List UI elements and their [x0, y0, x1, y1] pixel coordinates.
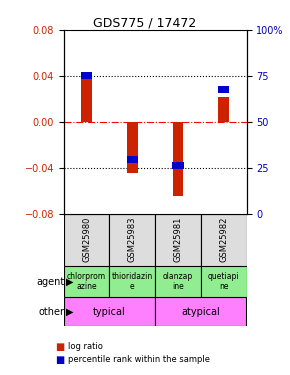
Text: GSM25983: GSM25983: [128, 217, 137, 262]
Bar: [155, 266, 201, 297]
Bar: [155, 297, 246, 326]
Bar: [81, 76, 92, 122]
Text: percentile rank within the sample: percentile rank within the sample: [68, 356, 210, 364]
Bar: [201, 266, 246, 297]
Bar: [110, 266, 155, 297]
Text: ■: ■: [55, 355, 64, 365]
Text: chlorprom
azine: chlorprom azine: [67, 272, 106, 291]
Bar: [155, 213, 201, 266]
Bar: [218, 86, 229, 93]
Bar: [81, 72, 92, 80]
Bar: [172, 162, 184, 169]
Text: GSM25981: GSM25981: [173, 217, 182, 262]
Bar: [127, 122, 137, 173]
Bar: [64, 213, 110, 266]
Bar: [64, 297, 155, 326]
Text: GSM25982: GSM25982: [219, 217, 228, 262]
Text: thioridazin
e: thioridazin e: [112, 272, 153, 291]
Text: ▶: ▶: [66, 277, 73, 286]
Bar: [218, 96, 229, 122]
Bar: [64, 266, 110, 297]
Text: other: other: [39, 307, 65, 317]
Bar: [173, 122, 183, 196]
Bar: [201, 213, 246, 266]
Text: ▶: ▶: [66, 307, 73, 317]
Text: typical: typical: [93, 307, 126, 317]
Bar: [127, 156, 138, 163]
Text: ■: ■: [55, 342, 64, 352]
Text: olanzap
ine: olanzap ine: [163, 272, 193, 291]
Text: agent: agent: [37, 277, 65, 286]
Text: quetiapi
ne: quetiapi ne: [208, 272, 240, 291]
Text: log ratio: log ratio: [68, 342, 103, 351]
Text: atypical: atypical: [182, 307, 220, 317]
Text: GSM25980: GSM25980: [82, 217, 91, 262]
Bar: [110, 213, 155, 266]
Text: GDS775 / 17472: GDS775 / 17472: [93, 17, 197, 30]
